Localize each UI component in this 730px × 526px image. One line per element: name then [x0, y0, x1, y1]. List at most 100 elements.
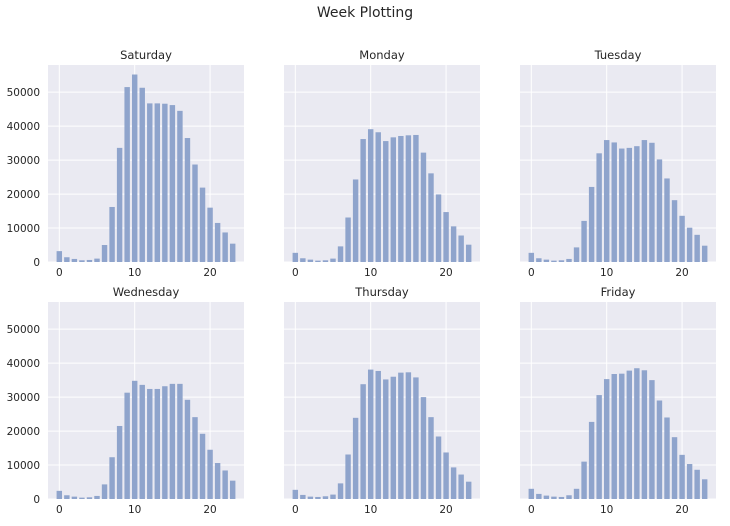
- bar: [656, 159, 663, 262]
- bar: [214, 462, 221, 499]
- bar: [337, 246, 344, 262]
- bar: [528, 252, 535, 262]
- bar: [413, 377, 419, 499]
- bar: [649, 380, 655, 499]
- y-tick-label: 30000: [7, 155, 40, 167]
- x-tick-label: 0: [528, 504, 535, 516]
- panel-background: [284, 302, 480, 499]
- panel-tuesday: Tuesday 0 10 20: [520, 48, 716, 279]
- bar: [458, 474, 464, 499]
- x-tick-label: 10: [600, 267, 613, 279]
- bar: [367, 129, 374, 262]
- bar: [566, 495, 572, 499]
- bar: [528, 488, 535, 499]
- bar: [154, 103, 161, 262]
- bar: [192, 417, 198, 499]
- bar: [330, 258, 336, 262]
- chart-suptitle: Week Plotting: [316, 5, 414, 21]
- bar: [56, 490, 63, 499]
- x-tick-label: 0: [528, 267, 535, 279]
- bar: [229, 243, 236, 262]
- bar: [679, 454, 685, 499]
- y-tick-label: 20000: [7, 426, 40, 438]
- bar: [664, 178, 670, 262]
- panel-thursday: Thursday 0 10 20: [284, 285, 480, 516]
- bar: [124, 392, 130, 499]
- bar: [450, 467, 457, 499]
- bar: [551, 260, 557, 262]
- bar: [543, 259, 550, 262]
- bar: [101, 484, 108, 499]
- bar: [307, 496, 314, 499]
- bar: [86, 497, 93, 499]
- bar: [86, 259, 93, 262]
- bar: [199, 187, 206, 262]
- bar: [300, 258, 306, 262]
- x-tick-label: 20: [439, 267, 452, 279]
- bar: [420, 152, 427, 262]
- bar: [435, 436, 442, 499]
- bar: [390, 137, 397, 262]
- y-tick-label: 0: [33, 494, 40, 506]
- x-tick-label: 0: [292, 504, 299, 516]
- bar: [79, 497, 85, 499]
- bar: [94, 258, 100, 262]
- bar: [360, 139, 366, 262]
- panel-saturday: Saturday 0 10 20 0 10000 20000 30000 40000 50000: [7, 48, 244, 279]
- bar: [71, 496, 78, 499]
- bar: [611, 142, 617, 262]
- bar: [626, 370, 633, 499]
- y-tick-label: 10000: [7, 460, 40, 472]
- bar: [169, 105, 176, 262]
- bar: [337, 483, 344, 499]
- y-tick-label: 0: [33, 257, 40, 269]
- panel-title: Tuesday: [594, 48, 642, 62]
- bar: [79, 260, 85, 262]
- bar: [147, 388, 153, 499]
- bar: [124, 87, 130, 263]
- bar: [405, 135, 412, 262]
- bar: [458, 235, 464, 262]
- bar: [686, 227, 693, 262]
- bar: [131, 74, 138, 262]
- bar: [307, 259, 314, 262]
- bar: [375, 132, 381, 262]
- bar: [581, 461, 587, 499]
- bar: [649, 142, 655, 262]
- bar: [322, 260, 329, 262]
- panel-background: [520, 302, 716, 499]
- bar: [465, 244, 472, 262]
- panel-background: [520, 65, 716, 262]
- y-tick-label: 40000: [7, 358, 40, 370]
- panel-title: Friday: [601, 285, 636, 299]
- panel-title: Thursday: [354, 285, 409, 299]
- bar: [443, 212, 449, 262]
- x-tick-label: 10: [364, 504, 377, 516]
- bar: [222, 232, 228, 262]
- bar: [147, 103, 153, 262]
- bar: [345, 217, 351, 262]
- bar: [116, 147, 123, 262]
- bar: [109, 457, 115, 499]
- bar: [292, 252, 299, 262]
- bar: [199, 433, 206, 499]
- bar: [345, 454, 351, 499]
- bar: [450, 226, 457, 262]
- x-tick-label: 0: [56, 504, 63, 516]
- bar: [619, 373, 625, 499]
- bar: [315, 260, 321, 262]
- x-tick-label: 0: [292, 267, 299, 279]
- panel-background: [284, 65, 480, 262]
- bar: [207, 207, 213, 262]
- x-tick-label: 10: [128, 504, 141, 516]
- bar: [383, 141, 389, 262]
- panel-monday: Monday 0 10 20: [284, 48, 480, 279]
- bar: [300, 494, 306, 499]
- bar: [573, 247, 580, 262]
- bar: [413, 134, 419, 262]
- bar: [229, 480, 236, 499]
- bar: [603, 140, 610, 262]
- bar: [139, 384, 145, 499]
- bar: [435, 194, 442, 262]
- bar: [679, 215, 685, 262]
